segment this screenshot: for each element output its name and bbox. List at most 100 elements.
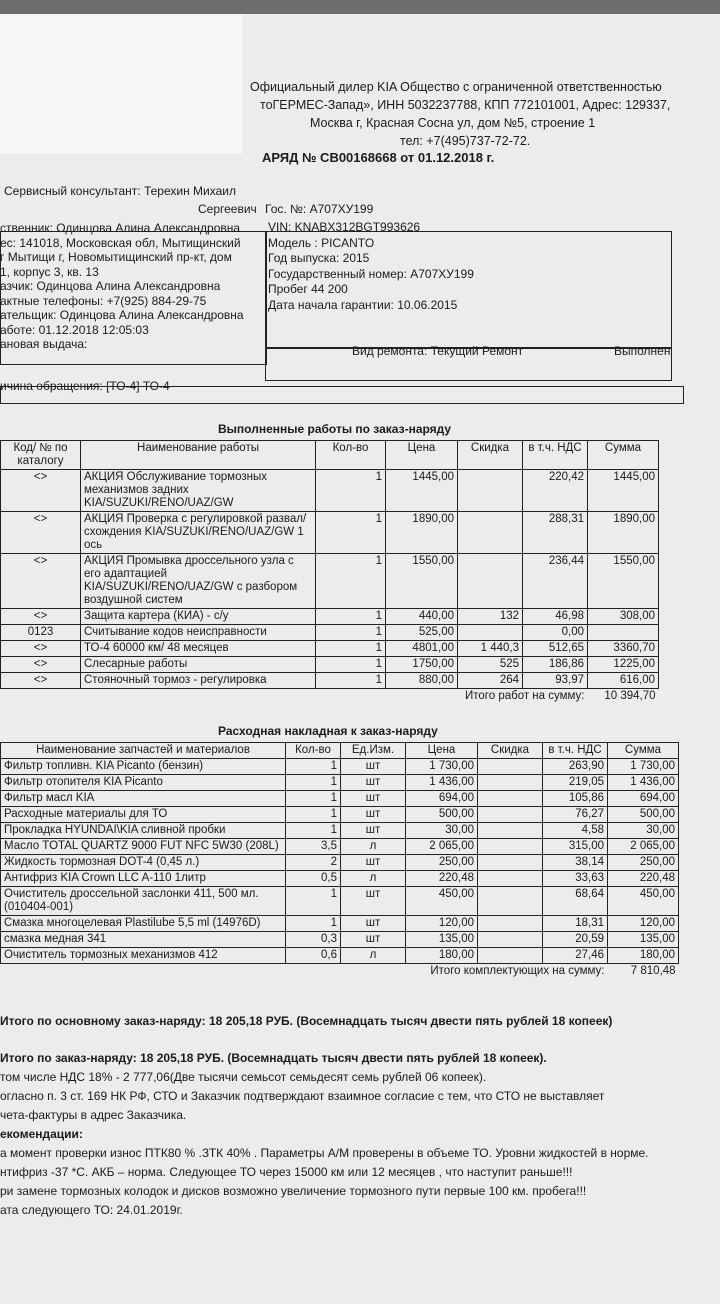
- column-header: Сумма: [587, 440, 659, 470]
- row: Фильтр отопителя KIA Picanto 1 шт 1 436,00 2…: [0, 774, 679, 791]
- footer-line: чета-фактуры в адрес Заказчика.: [0, 1108, 187, 1122]
- cell: [457, 469, 523, 512]
- cell: 450,00: [405, 886, 478, 916]
- footer-line: ата следующего ТО: 24.01.2019г.: [0, 1203, 183, 1217]
- cell: 500,00: [607, 806, 679, 823]
- client-line: актные телефоны: +7(925) 884-29-75: [0, 293, 207, 308]
- cell: 4,58: [542, 822, 608, 839]
- header-line: Официальный дилер KIA Общество с огранич…: [250, 80, 662, 94]
- plate: Гос. №: А707ХУ199: [265, 202, 374, 216]
- cell: <>: [0, 656, 81, 673]
- cell: шт: [340, 854, 406, 871]
- cell: <>: [0, 511, 81, 554]
- row: Фильтр масл KIA 1 шт 694,00 105,86 694,00: [0, 790, 679, 807]
- cell: 1: [315, 553, 386, 609]
- cell: л: [340, 947, 406, 964]
- vehicle-line: Год выпуска: 2015: [268, 251, 370, 265]
- header-row: Наименование запчастей и материалов Кол-в…: [0, 742, 679, 759]
- cell: 27,46: [542, 947, 608, 964]
- cell: 1445,00: [587, 469, 659, 512]
- cell: Прокладка HYUNDAI\KIA сливной пробки: [0, 822, 286, 839]
- cell: 30,00: [405, 822, 478, 839]
- cell: 1: [285, 774, 341, 791]
- cell: Масло TOTAL QUARTZ 9000 FUT NFC 5W30 (20…: [0, 838, 286, 855]
- cell: 450,00: [607, 886, 679, 916]
- cell: Считывание кодов неисправности: [80, 624, 316, 641]
- client-line: аботе: 01.12.2018 12:05:03: [0, 322, 149, 337]
- client-line: г Мытищи г, Новомытищинский пр-кт, дом: [0, 250, 232, 264]
- cell: <>: [0, 672, 81, 689]
- footer-line: Итого по заказ-наряду: 18 205,18 РУБ. (В…: [0, 1051, 547, 1065]
- cell: 1890,00: [385, 511, 458, 554]
- cell: 219,05: [542, 774, 608, 791]
- cell: 180,00: [607, 947, 679, 964]
- footer-line: огласно п. 3 ст. 169 НК РФ, СТО и Заказч…: [0, 1089, 605, 1103]
- cell: 315,00: [542, 838, 608, 855]
- document: Официальный дилер KIA Общество с огранич…: [0, 14, 720, 1304]
- cell: 2 065,00: [607, 838, 679, 855]
- header-row: Код/ № по каталогу Наименование работы Кол…: [0, 440, 659, 470]
- cell: 250,00: [607, 854, 679, 871]
- cell: 3360,70: [587, 640, 659, 657]
- cell: л: [340, 870, 406, 887]
- cell: 525: [457, 656, 523, 673]
- cell: 180,00: [405, 947, 478, 964]
- cell: 308,00: [587, 608, 659, 625]
- row: смазка медная 341 0,3 шт 135,00 20,59 135,00: [0, 931, 679, 948]
- row: Очиститель дроссельной заслонки 411, 500…: [0, 886, 679, 916]
- cell: шт: [340, 915, 406, 932]
- cell: [477, 870, 543, 887]
- row: <> АКЦИЯ Промывка дроссельного узла с его…: [0, 553, 659, 609]
- cell: [477, 774, 543, 791]
- cell: 880,00: [385, 672, 458, 689]
- row: Очиститель тормозных механизмов 412 0,6 л 1…: [0, 947, 679, 964]
- cell: 263,90: [542, 758, 608, 775]
- cell: 1: [285, 886, 341, 916]
- repair-box: [265, 347, 672, 381]
- column-header: Сумма: [607, 742, 679, 759]
- cell: ТО-4 60000 км/ 48 месяцев: [80, 640, 316, 657]
- vehicle-line: Пробег 44 200: [268, 282, 348, 296]
- receipt-overlay: [0, 14, 242, 154]
- cell: <>: [0, 640, 81, 657]
- cell: Очиститель дроссельной заслонки 411, 500…: [0, 886, 286, 916]
- cell: 1: [315, 672, 386, 689]
- cell: Очиститель тормозных механизмов 412: [0, 947, 286, 964]
- row: Жидкость тормозная DOT-4 (0,45 л.) 2 шт 250…: [0, 854, 679, 871]
- row: <> Стояночный тормоз - регулировка 1 880,00…: [0, 672, 659, 689]
- cell: 120,00: [405, 915, 478, 932]
- cell: 694,00: [607, 790, 679, 807]
- row: Масло TOTAL QUARTZ 9000 FUT NFC 5W30 (20…: [0, 838, 679, 855]
- cell: <>: [0, 553, 81, 609]
- order-title: АРЯД № СВ00168668 от 01.12.2018 г.: [262, 150, 495, 165]
- vehicle-line: Модель : PICANTO: [268, 235, 375, 250]
- column-header: Цена: [405, 742, 478, 759]
- cell: 1: [285, 758, 341, 775]
- cell: Защита картера (КИА) - с/у: [80, 608, 316, 625]
- cell: 220,48: [607, 870, 679, 887]
- cell: 0,00: [522, 624, 588, 641]
- cell: 18,31: [542, 915, 608, 932]
- cell: 0,3: [285, 931, 341, 948]
- client-line: 1, корпус 3, кв. 13: [0, 264, 99, 279]
- cell: 1: [315, 608, 386, 625]
- cell: АКЦИЯ Обслуживание тормозных механизмов …: [80, 469, 316, 512]
- cell: [477, 790, 543, 807]
- total-row: Итого работ на сумму: 10 394,70: [1, 689, 659, 705]
- column-header: Кол-во: [315, 440, 386, 470]
- cell: 236,44: [522, 553, 588, 609]
- cell: [457, 511, 523, 554]
- cell: 264: [457, 672, 523, 689]
- row: <> Защита картера (КИА) - с/у 1 440,00 132 46…: [0, 608, 659, 625]
- consultant: Сервисный консультант: Терехин Михаил: [4, 184, 236, 198]
- total-row: Итого комплектующих на сумму: 7 810,48: [1, 964, 679, 980]
- cell: 250,00: [405, 854, 478, 871]
- row: Расходные материалы для ТО 1 шт 500,00 76,27…: [0, 806, 679, 823]
- cell: 186,86: [522, 656, 588, 673]
- cell: 1: [315, 469, 386, 512]
- cell: 33,63: [542, 870, 608, 887]
- cell: л: [340, 838, 406, 855]
- cell: 1: [285, 915, 341, 932]
- cell: 135,00: [607, 931, 679, 948]
- cell: 440,00: [385, 608, 458, 625]
